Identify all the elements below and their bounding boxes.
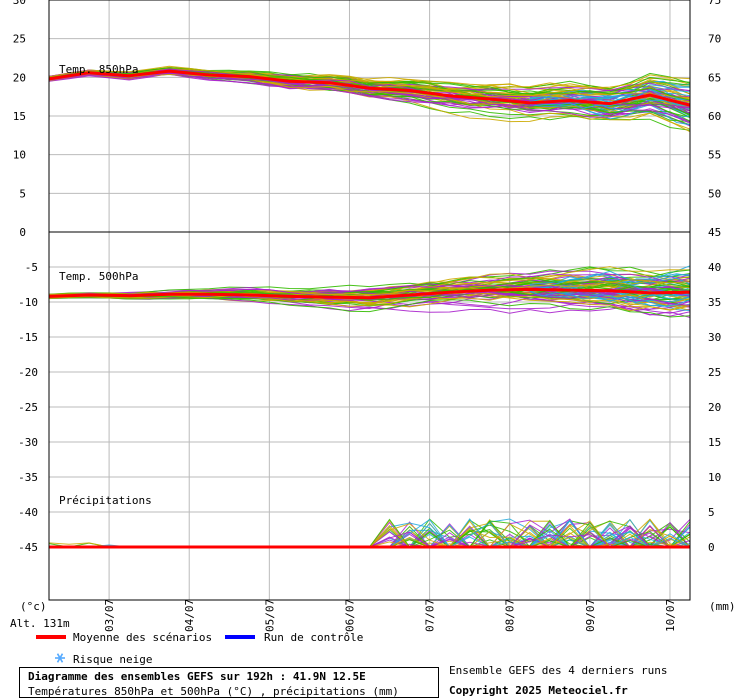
panel-title-500hpa: Temp. 500hPa bbox=[59, 270, 138, 283]
y-tick-right-500: 25 bbox=[708, 366, 721, 379]
ensemble-members bbox=[48, 65, 691, 548]
y-tick-right-850: 60 bbox=[708, 110, 721, 123]
x-tick-label: 10/07 bbox=[664, 599, 677, 632]
ensemble-member-line bbox=[529, 273, 691, 297]
ensemble-member-line bbox=[48, 67, 691, 101]
y-tick-left-500: -10 bbox=[18, 296, 38, 309]
y-tick-right-500: 0 bbox=[708, 541, 715, 554]
y-tick-right-850: 70 bbox=[708, 33, 721, 46]
y-tick-left-850: 25 bbox=[13, 33, 26, 46]
y-tick-right-850: 75 bbox=[708, 0, 721, 7]
snowflake-arm bbox=[56, 653, 64, 663]
footer-copyright: Copyright 2025 Meteociel.fr bbox=[449, 684, 628, 697]
ensemble-member-line bbox=[529, 101, 691, 119]
y-tick-right-500: 40 bbox=[708, 261, 721, 274]
y-tick-left-500: -15 bbox=[18, 331, 38, 344]
plot-frames bbox=[48, 0, 691, 601]
y-tick-left-850: 20 bbox=[13, 71, 26, 84]
x-tick-label: 09/07 bbox=[584, 599, 597, 632]
right-unit-label: (mm) bbox=[709, 600, 736, 613]
ensemble-member-line bbox=[529, 291, 691, 307]
y-tick-left-500: -45 bbox=[18, 541, 38, 554]
y-tick-left-850: 10 bbox=[13, 149, 26, 162]
y-tick-right-500: 5 bbox=[708, 506, 715, 519]
x-tick-label: 05/07 bbox=[263, 599, 276, 632]
y-tick-left-850: 30 bbox=[13, 0, 26, 7]
ensemble-member-line bbox=[48, 72, 691, 124]
y-tick-right-500: 30 bbox=[708, 331, 721, 344]
y-tick-left-500: -5 bbox=[25, 261, 38, 274]
x-tick-label: 08/07 bbox=[504, 599, 517, 632]
left-unit-label: (°c) bbox=[20, 600, 47, 613]
x-tick-label: 03/07 bbox=[103, 599, 116, 632]
ensemble-member-line bbox=[529, 89, 691, 108]
y-tick-left-850: 15 bbox=[13, 110, 26, 123]
y-tick-right-500: 10 bbox=[708, 471, 721, 484]
footer-subtitle: Températures 850hPa et 500hPa (°C) , pré… bbox=[28, 685, 399, 698]
y-tick-left-500: -25 bbox=[18, 401, 38, 414]
footer-title: Diagramme des ensembles GEFS sur 192h : … bbox=[28, 670, 366, 683]
y-tick-right-850: 55 bbox=[708, 149, 721, 162]
legend: Moyenne des scénarios Run de contrôle Ri… bbox=[36, 631, 363, 666]
x-tick-label: 07/07 bbox=[424, 599, 437, 632]
y-tick-right-500: 35 bbox=[708, 296, 721, 309]
y-tick-left-500: -35 bbox=[18, 471, 38, 484]
y-tick-left-850: 5 bbox=[19, 187, 26, 200]
y-tick-right-500: 45 bbox=[708, 226, 721, 239]
snowflake-icon bbox=[55, 653, 65, 663]
ensemble-member-line bbox=[529, 98, 690, 109]
y-tick-right-850: 50 bbox=[708, 187, 721, 200]
ensemble-member-line bbox=[48, 295, 691, 318]
x-tick-label: 06/07 bbox=[343, 599, 356, 632]
y-tick-right-500: 20 bbox=[708, 401, 721, 414]
mean-line-0 bbox=[48, 69, 691, 107]
ensemble-member-line bbox=[48, 266, 691, 297]
footer-right-info: Ensemble GEFS des 4 derniers runs bbox=[449, 664, 668, 677]
y-tick-left-500: -30 bbox=[18, 436, 38, 449]
legend-snow-label: Risque neige bbox=[73, 653, 152, 666]
panel-title-850hpa: Temp. 850hPa bbox=[59, 63, 138, 76]
legend-mean-label: Moyenne des scénarios bbox=[73, 631, 212, 644]
x-tick-label: 04/07 bbox=[183, 599, 196, 632]
mean-series bbox=[48, 69, 691, 549]
panel-title-precip: Précipitations bbox=[59, 494, 152, 507]
y-tick-left-500: -40 bbox=[18, 506, 38, 519]
y-tick-left-500: -20 bbox=[18, 366, 38, 379]
y-tick-right-850: 65 bbox=[708, 71, 721, 84]
mean-line-1 bbox=[48, 287, 691, 300]
frame-500hpa bbox=[48, 231, 691, 601]
footer-box: Diagramme des ensembles GEFS sur 192h : … bbox=[19, 667, 439, 698]
y-tick-right-500: 15 bbox=[708, 436, 721, 449]
y-tick-left-850: 0 bbox=[19, 226, 26, 239]
legend-control-label: Run de contrôle bbox=[264, 631, 363, 644]
altitude-label: Alt. 131m bbox=[10, 617, 70, 630]
axis-labels: 051015202530505560657075-45-40-35-30-25-… bbox=[13, 0, 722, 632]
